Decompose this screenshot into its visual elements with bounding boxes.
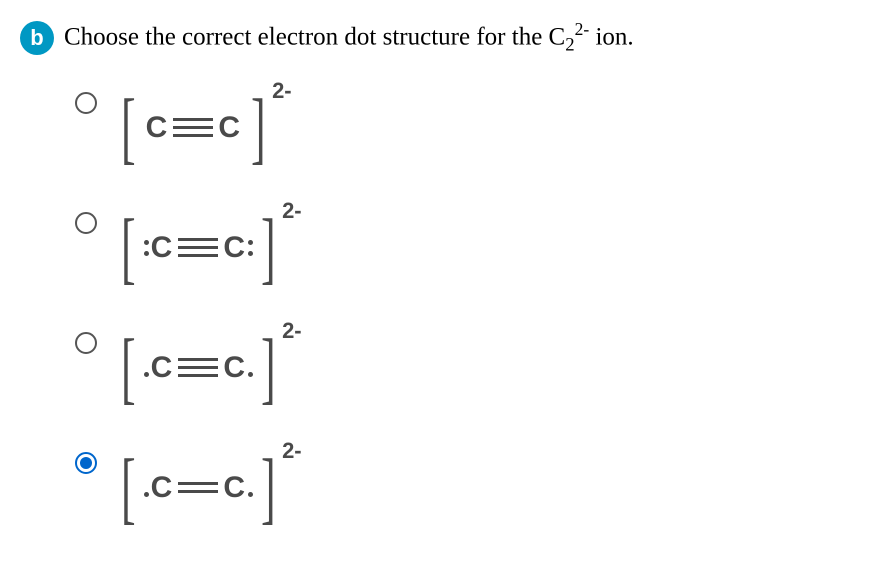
lewis-structure: [CC]2-: [115, 328, 282, 408]
atom-right: C: [221, 351, 248, 385]
left-bracket: [: [121, 338, 136, 398]
charge-label: 2-: [282, 438, 302, 464]
right-bracket: ]: [251, 98, 266, 158]
atom-left: C: [149, 471, 176, 505]
charge-label: 2-: [282, 318, 302, 344]
right-lone-pair: [248, 240, 253, 256]
right-bracket: ]: [261, 458, 276, 518]
badge-letter: b: [30, 25, 43, 51]
bond: [178, 238, 218, 257]
bond: [178, 358, 218, 377]
right-lone-electron: [248, 351, 253, 385]
part-badge: b: [20, 21, 54, 55]
lewis-structure: [CC]2-: [115, 448, 282, 528]
options-list: [CC]2-[CC]2-[CC]2-[CC]2-: [20, 88, 852, 528]
radio-button[interactable]: [75, 332, 97, 354]
question-header: b Choose the correct electron dot struct…: [20, 18, 852, 58]
atom-left: C: [149, 351, 176, 385]
atom-right: C: [221, 231, 248, 265]
charge-label: 2-: [282, 198, 302, 224]
structure-inner: CC: [142, 231, 255, 265]
right-lone-electron: [248, 471, 253, 505]
right-bracket: ]: [261, 218, 276, 278]
bond: [178, 482, 218, 493]
structure-inner: CC: [142, 111, 245, 145]
atom-left: C: [149, 231, 176, 265]
radio-button[interactable]: [75, 452, 97, 474]
radio-button[interactable]: [75, 92, 97, 114]
left-bracket: [: [121, 458, 136, 518]
charge-label: 2-: [272, 78, 292, 104]
atom-left: C: [144, 111, 171, 145]
lewis-structure: [CC]2-: [115, 208, 282, 288]
option-3[interactable]: [CC]2-: [75, 328, 852, 408]
option-4[interactable]: [CC]2-: [75, 448, 852, 528]
left-bracket: [: [121, 98, 136, 158]
left-bracket: [: [121, 218, 136, 278]
atom-right: C: [216, 111, 243, 145]
atom-right: C: [221, 471, 248, 505]
radio-button[interactable]: [75, 212, 97, 234]
bond: [173, 118, 213, 137]
question-prompt: Choose the correct electron dot structur…: [64, 18, 634, 58]
lewis-structure: [CC]2-: [115, 88, 272, 168]
option-2[interactable]: [CC]2-: [75, 208, 852, 288]
structure-inner: CC: [142, 351, 255, 385]
structure-inner: CC: [142, 471, 255, 505]
right-bracket: ]: [261, 338, 276, 398]
option-1[interactable]: [CC]2-: [75, 88, 852, 168]
